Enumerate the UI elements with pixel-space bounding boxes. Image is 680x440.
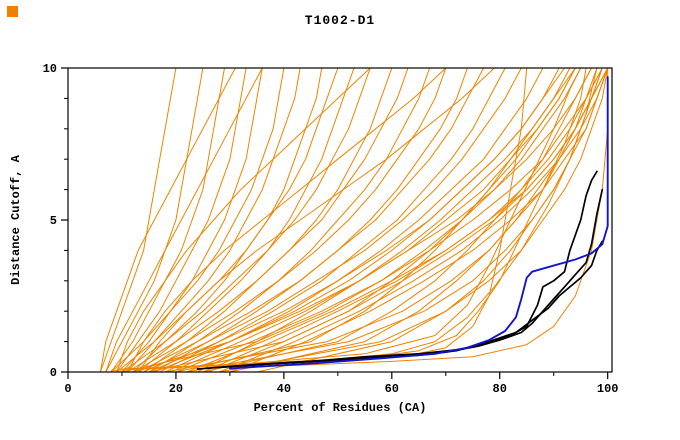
model-curve-orange bbox=[132, 67, 323, 373]
x-tick-label: 20 bbox=[169, 382, 183, 396]
model-curve-orange bbox=[175, 67, 603, 373]
y-tick-label: 5 bbox=[50, 214, 57, 228]
model-curve-orange bbox=[137, 67, 355, 373]
model-curve-orange bbox=[159, 67, 506, 373]
x-tick-label: 80 bbox=[493, 382, 507, 396]
model-curve-orange bbox=[116, 67, 371, 373]
model-curve-orange bbox=[137, 67, 485, 373]
model-curve-orange bbox=[110, 67, 285, 373]
model-curve-orange bbox=[164, 67, 544, 373]
x-tick-label: 0 bbox=[64, 382, 71, 396]
model-curve-orange bbox=[126, 67, 409, 373]
model-curve-orange bbox=[132, 67, 565, 373]
model-curve-orange bbox=[121, 67, 582, 373]
model-curve-orange bbox=[126, 67, 447, 373]
x-axis-label: Percent of Residues (CA) bbox=[253, 401, 427, 415]
y-tick-label: 0 bbox=[50, 366, 57, 380]
model-curve-orange bbox=[143, 67, 393, 373]
model-curve-orange bbox=[202, 67, 592, 373]
model-curve-orange bbox=[283, 67, 609, 367]
model-curve-orange bbox=[137, 67, 495, 373]
corner-mark bbox=[7, 6, 18, 17]
model-curve-orange bbox=[153, 67, 468, 373]
chart-title: T1002-D1 bbox=[304, 13, 376, 28]
model-curve-orange bbox=[218, 67, 609, 373]
model-curve-orange bbox=[126, 67, 301, 373]
model-curve-black bbox=[239, 240, 604, 367]
model-curve-orange bbox=[105, 67, 263, 373]
model-curve-orange bbox=[99, 67, 236, 373]
model-curve-orange bbox=[148, 67, 431, 373]
model-curve-black bbox=[218, 188, 604, 369]
model-curve-orange bbox=[143, 67, 522, 373]
model-curve-orange bbox=[110, 67, 225, 373]
model-curve-orange bbox=[218, 67, 609, 373]
x-tick-label: 60 bbox=[385, 382, 399, 396]
y-axis-label: Distance Cutoff, A bbox=[9, 155, 23, 285]
model-curve-orange bbox=[148, 67, 582, 370]
model-curve-orange bbox=[148, 67, 576, 373]
model-curve-orange bbox=[121, 67, 371, 373]
model-curve-orange bbox=[116, 67, 339, 373]
model-curve-orange bbox=[153, 67, 592, 373]
x-tick-label: 40 bbox=[277, 382, 291, 396]
model-curve-orange bbox=[99, 67, 177, 373]
model-curve-orange bbox=[121, 67, 263, 373]
y-tick-label: 10 bbox=[43, 62, 57, 76]
model-curve-orange bbox=[186, 67, 609, 373]
model-curve-blue bbox=[228, 76, 609, 370]
model-curve-orange bbox=[202, 67, 603, 373]
plot-frame bbox=[67, 67, 613, 373]
model-curve-orange bbox=[105, 67, 204, 373]
model-curve-orange bbox=[170, 67, 576, 373]
model-curve-orange bbox=[164, 67, 603, 373]
x-tick-label: 100 bbox=[597, 382, 619, 396]
model-curve-orange bbox=[132, 67, 447, 373]
model-curve-orange bbox=[116, 67, 247, 373]
